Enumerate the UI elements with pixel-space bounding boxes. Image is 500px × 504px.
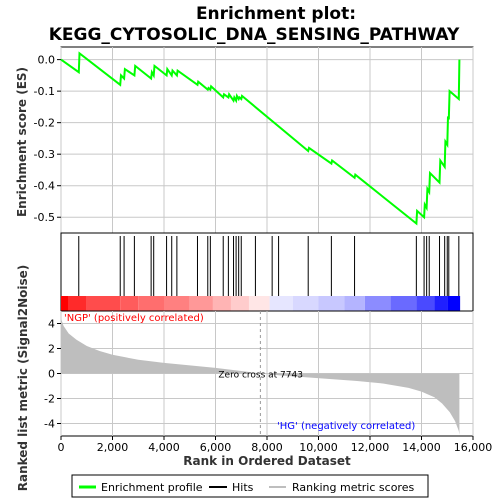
es-tick-label: -0.2	[34, 117, 55, 130]
heatmap-band	[434, 296, 448, 311]
x-tick-label: 6,000	[200, 441, 232, 454]
rank-heatmap-bar	[61, 296, 461, 311]
x-tick-label: 0	[58, 441, 65, 454]
es-tick-label: -0.5	[34, 211, 55, 224]
legend-hits-label: Hits	[232, 481, 254, 494]
heatmap-band	[447, 296, 461, 311]
heatmap-band	[364, 296, 391, 311]
es-tick-label: -0.1	[34, 85, 55, 98]
x-tick-label: 4,000	[148, 441, 180, 454]
chart-title-line1: Enrichment plot:	[196, 4, 356, 24]
legend-profile-label: Enrichment profile	[101, 481, 203, 494]
heatmap-band	[120, 296, 139, 311]
pos-corr-label: 'NGP' (positively correlated)	[64, 313, 204, 324]
x-tick-label: 2,000	[97, 441, 129, 454]
es-tick-label: -0.3	[34, 148, 55, 161]
es-grid	[60, 47, 474, 233]
es-tick-label: 0.0	[38, 54, 56, 67]
metric-tick-label: -2	[44, 393, 55, 406]
chart-title-line2: KEGG_CYTOSOLIC_DNA_SENSING_PATHWAY	[49, 25, 460, 45]
heatmap-band	[292, 296, 319, 311]
es-tick-label: -0.4	[34, 180, 55, 193]
legend-metric-label: Ranking metric scores	[292, 481, 414, 494]
hit-markers	[78, 236, 460, 296]
metric-ylabel-line1: Ranked list metric (Signal2Noise)	[16, 265, 30, 492]
hits-panel	[60, 232, 474, 312]
es-ylabel: Enrichment score (ES)	[15, 67, 29, 217]
heatmap-band	[86, 296, 121, 311]
metric-tick-label: 4	[48, 318, 55, 331]
heatmap-band	[416, 296, 435, 311]
x-tick-label: 10,000	[299, 441, 338, 454]
enrichment-profile-line	[60, 51, 461, 226]
heatmap-band	[61, 296, 69, 311]
ranking-metric-area	[61, 318, 460, 435]
heatmap-band	[230, 296, 249, 311]
zero-cross-label: Zero cross at 7743	[218, 371, 303, 381]
heatmap-band	[269, 296, 293, 311]
x-axis-label: Rank in Ordered Dataset	[183, 454, 351, 468]
heatmap-band	[189, 296, 213, 311]
es-panel: 0.0 -0.1 -0.2 -0.3 -0.4 -0.5 Enrichment score…	[15, 46, 474, 234]
heatmap-band	[68, 296, 87, 311]
x-tick-label: 14,000	[402, 441, 441, 454]
legend-frame	[71, 474, 429, 498]
legend: Enrichment profile Hits Ranking metric s…	[71, 474, 429, 498]
x-axis: 0 2,000 4,000 6,000 8,000 10,000 12,000 14,000 1…	[58, 436, 493, 454]
heatmap-band	[344, 296, 365, 311]
neg-corr-label: 'HG' (negatively correlated)	[277, 421, 415, 432]
heatmap-band	[318, 296, 345, 311]
x-tick-label: 8,000	[251, 441, 283, 454]
metric-tick-label: -4	[44, 418, 55, 431]
metric-axis: 4 2 0 -2 -4	[44, 318, 61, 431]
x-tick-label: 12,000	[351, 441, 390, 454]
x-tick-label: 16,000	[454, 441, 493, 454]
es-axis: 0.0 -0.1 -0.2 -0.3 -0.4 -0.5	[34, 54, 61, 224]
heatmap-band	[390, 296, 417, 311]
metric-panel: Zero cross at 7743 'NGP' (positively cor…	[16, 265, 474, 492]
heatmap-band	[138, 296, 164, 311]
metric-tick-label: 0	[48, 368, 55, 381]
heatmap-band	[212, 296, 231, 311]
heatmap-band	[248, 296, 270, 311]
heatmap-band	[164, 296, 190, 311]
metric-tick-label: 2	[48, 343, 55, 356]
